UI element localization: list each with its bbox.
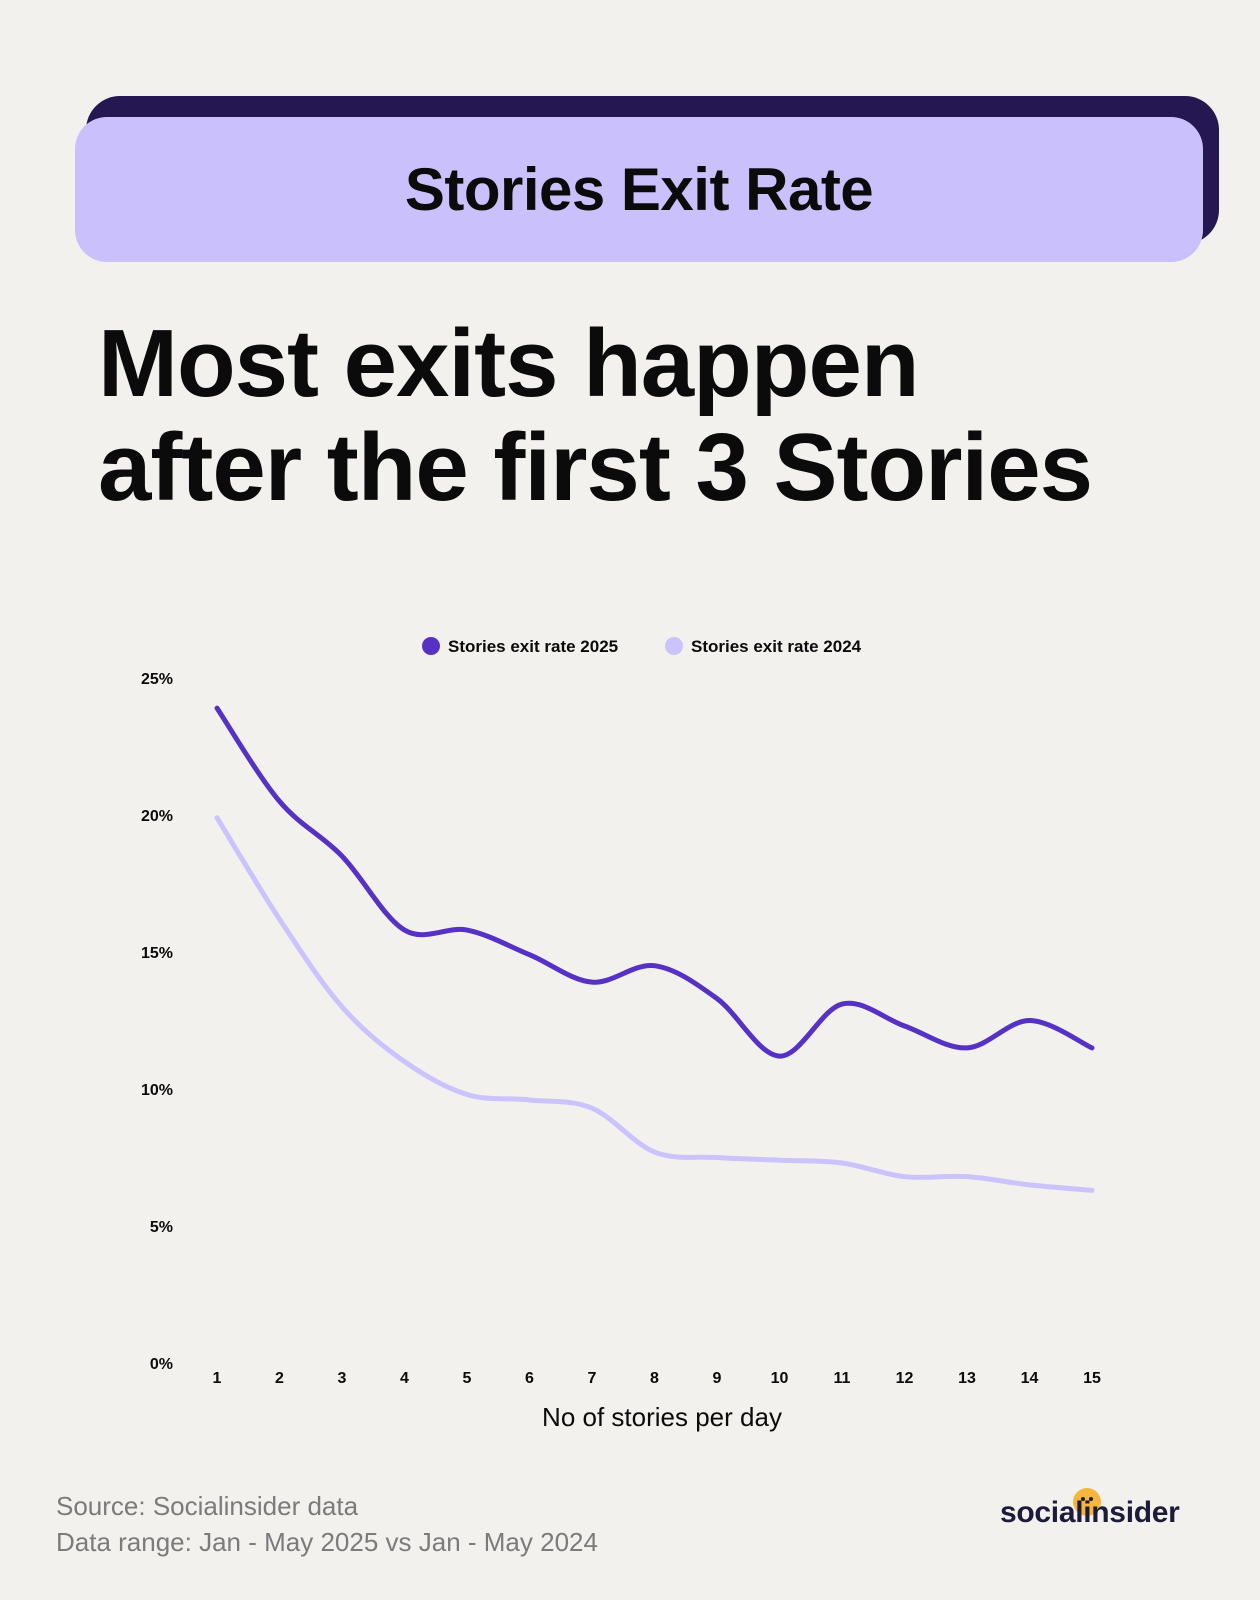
x-tick-label: 15	[1083, 1370, 1101, 1387]
x-tick-label: 1	[213, 1370, 222, 1387]
x-tick-label: 5	[463, 1370, 472, 1387]
banner-title: Stories Exit Rate	[404, 156, 874, 223]
y-tick-label: 20%	[141, 808, 173, 825]
legend-label: Stories exit rate 2024	[691, 637, 862, 656]
series-lines	[214, 705, 1095, 1193]
y-tick-label: 0%	[150, 1356, 173, 1373]
x-tick-label: 3	[338, 1370, 347, 1387]
exit-rate-chart: Stories exit rate 2025 Stories exit rate …	[141, 637, 1101, 1432]
x-tick-label: 10	[771, 1370, 789, 1387]
x-axis: 1 2 3 4 5 6 7 8 9 10 11 12 13 14 15	[213, 1370, 1101, 1387]
y-tick-label: 15%	[141, 945, 173, 962]
legend-marker	[665, 637, 683, 655]
y-tick-label: 25%	[141, 671, 173, 688]
source-note: Source: Socialinsider data	[56, 1491, 359, 1521]
series-line-2025	[214, 705, 1095, 1059]
headline-line-1: Most exits happen	[98, 310, 919, 417]
x-tick-label: 6	[525, 1370, 534, 1387]
x-tick-label: 4	[400, 1370, 409, 1387]
data-range-note: Data range: Jan - May 2025 vs Jan - May …	[56, 1527, 598, 1557]
x-tick-label: 9	[713, 1370, 722, 1387]
brand-logo: socialinsider	[1000, 1488, 1180, 1536]
x-tick-label: 8	[650, 1370, 659, 1387]
footer: Source: Socialinsider data Data range: J…	[56, 1488, 598, 1560]
chart-legend: Stories exit rate 2025 Stories exit rate …	[422, 637, 862, 656]
title-banner: Stories Exit Rate	[75, 117, 1203, 262]
x-tick-label: 11	[834, 1370, 851, 1387]
headline-line-2: after the first 3 Stories	[98, 414, 1093, 521]
y-tick-label: 5%	[150, 1219, 173, 1236]
headline: Most exits happen after the first 3 Stor…	[98, 312, 1198, 520]
legend-label: Stories exit rate 2025	[448, 637, 618, 656]
legend-marker	[422, 637, 440, 655]
series-line-2024	[214, 815, 1095, 1193]
y-axis: 0% 5% 10% 15% 20% 25%	[141, 671, 173, 1373]
x-tick-label: 2	[275, 1370, 284, 1387]
x-axis-label: No of stories per day	[542, 1402, 782, 1432]
logo-mark-icon	[1073, 1488, 1101, 1516]
logo-text: socialinsider	[1000, 1496, 1180, 1529]
x-tick-label: 13	[958, 1370, 976, 1387]
x-tick-label: 14	[1021, 1370, 1039, 1387]
x-tick-label: 7	[588, 1370, 597, 1387]
x-tick-label: 12	[896, 1370, 914, 1387]
y-tick-label: 10%	[141, 1082, 173, 1099]
